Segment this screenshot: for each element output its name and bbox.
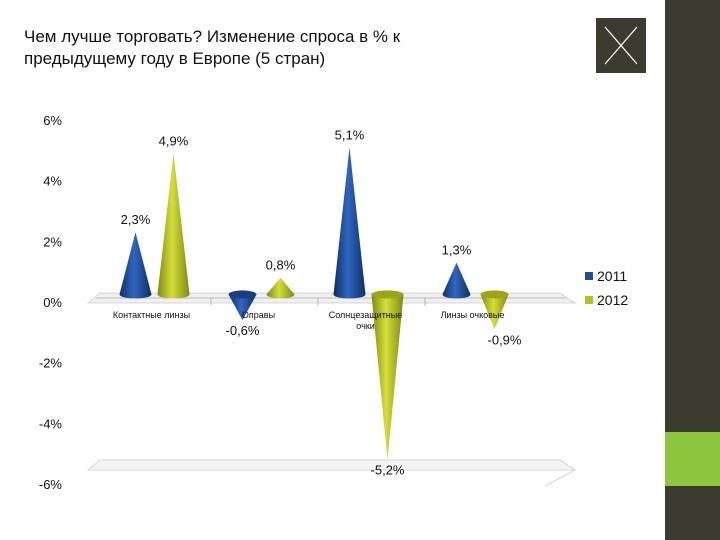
y-tick-label: 2% xyxy=(43,234,62,249)
floor-edge xyxy=(544,469,576,487)
cone-2012-3 xyxy=(480,290,509,330)
page-title: Чем лучше торговать? Изменение спроса в … xyxy=(24,27,401,68)
cone-body xyxy=(266,277,295,299)
legend-swatch-2012 xyxy=(585,296,593,304)
cone-body xyxy=(228,294,257,321)
category-label: очки xyxy=(356,321,374,331)
data-label: 5,1% xyxy=(335,127,365,142)
category-label: Линзы очковые xyxy=(441,310,505,320)
y-tick-label: 4% xyxy=(43,174,62,189)
y-tick-label: -6% xyxy=(39,477,63,492)
cone-body xyxy=(371,294,404,460)
cone-body xyxy=(333,147,366,299)
close-button[interactable] xyxy=(596,18,646,73)
cone-base xyxy=(228,290,257,299)
data-label: -0,6% xyxy=(226,323,260,338)
data-label: 1,3% xyxy=(442,243,472,258)
legend: 2011 2012 xyxy=(585,268,628,308)
cone-body xyxy=(480,294,509,330)
cone-base xyxy=(371,290,404,299)
cone-2011-2 xyxy=(333,147,366,299)
category-label: Солнцезащитные xyxy=(329,310,403,320)
legend-label: 2012 xyxy=(597,292,628,308)
data-label: -0,9% xyxy=(488,332,522,347)
data-label: 2,3% xyxy=(121,212,151,227)
y-tick-label: 6% xyxy=(43,113,62,128)
cone-2012-0 xyxy=(157,153,190,299)
category-label: Контактные линзы xyxy=(113,310,190,320)
cone-2011-3 xyxy=(442,262,471,299)
cone-body xyxy=(442,262,471,299)
legend-swatch-2011 xyxy=(585,272,593,280)
data-label: 4,9% xyxy=(159,133,189,148)
cone-2012-2 xyxy=(371,290,404,460)
chart-marks xyxy=(119,147,509,460)
y-tick-label: -2% xyxy=(39,356,63,371)
slide xyxy=(0,0,665,540)
y-tick-label: 0% xyxy=(43,295,62,310)
data-label: 0,8% xyxy=(266,258,296,273)
y-tick-label: -4% xyxy=(39,416,63,431)
category-label: Оправы xyxy=(242,310,275,320)
chart: 6% 4% 2% 0% -2% -4% -6% 2,3% 4,9% -0,6% 0,8% 5,1% -… xyxy=(39,113,628,492)
cone-base xyxy=(480,290,509,299)
legend-label: 2011 xyxy=(597,268,627,284)
cone-2012-1 xyxy=(266,277,295,299)
category-axis: Контактные линзы Оправы Солнцезащитныеочки… xyxy=(113,310,505,331)
chart-floor xyxy=(86,292,577,487)
cone-body xyxy=(157,153,190,299)
sidebar-accent xyxy=(665,432,720,486)
cone-2011-0 xyxy=(119,232,152,299)
close-icon xyxy=(604,26,638,65)
cone-2011-1 xyxy=(228,290,257,321)
data-label: -5,2% xyxy=(371,463,405,478)
floor-plane xyxy=(86,459,577,471)
data-labels: 2,3% 4,9% -0,6% 0,8% 5,1% -5,2% 1,3% -0,9% xyxy=(121,127,522,477)
cone-body xyxy=(119,232,152,299)
